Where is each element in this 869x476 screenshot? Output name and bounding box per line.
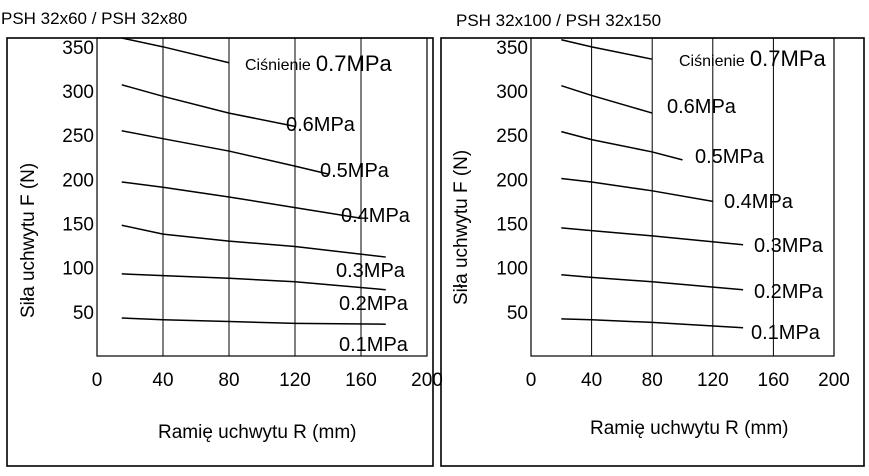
series-label: 0.2MPa: [754, 281, 824, 303]
x-tick-label: 160: [758, 370, 790, 391]
y-tick-label: 150: [496, 215, 528, 236]
x-tick-label: 40: [581, 370, 602, 391]
legend-title: Ciśnienie: [679, 53, 745, 70]
y-tick-label: 50: [73, 303, 94, 324]
series-label: 0.1MPa: [751, 322, 821, 344]
series-line-0-4mpa: [561, 177, 713, 203]
chart-psh-32x60-32x80: PSH 32x60 / PSH 32x80 Ciśnienie Ramię uc…: [1, 9, 443, 467]
x-tick-label: 120: [697, 370, 729, 391]
series-line-0-7mpa: [121, 37, 230, 64]
x-axis-label: Ramię uchwytu R (mm): [590, 418, 788, 439]
series-line-0-1mpa: [121, 317, 386, 325]
series-line-0-5mpa: [121, 130, 329, 175]
y-axis-label: Siła uchwytu F (N): [18, 163, 39, 318]
x-tick-label: 200: [818, 370, 850, 391]
series-label: 0.2MPa: [339, 293, 409, 315]
y-tick-label: 150: [62, 215, 94, 236]
series-line-0-4mpa: [121, 181, 362, 219]
y-tick-label: 250: [496, 126, 528, 147]
x-tick-label: 40: [152, 370, 173, 391]
y-tick-label: 350: [62, 38, 94, 59]
x-tick-label: 0: [526, 370, 537, 391]
y-tick-label: 200: [62, 170, 94, 191]
series-line-0-2mpa: [561, 273, 744, 291]
series-label: 0.5MPa: [695, 146, 765, 168]
x-tick-label: 200: [411, 370, 443, 391]
series-line-0-5mpa: [561, 130, 683, 161]
plot-area: [530, 37, 835, 357]
series-line-0-6mpa: [121, 84, 296, 128]
series-line-0-7mpa: [561, 39, 653, 60]
series-label: 0.5MPa: [320, 160, 390, 182]
x-tick-label: 80: [642, 370, 663, 391]
series-line-0-3mpa: [121, 224, 386, 258]
x-tick-label: 120: [279, 370, 311, 391]
series-label: 0.6MPa: [286, 114, 356, 136]
series-label: 0.7MPa: [750, 46, 827, 71]
series-line-0-2mpa: [121, 273, 386, 291]
x-tick-label: 80: [218, 370, 239, 391]
series-label: 0.6MPa: [667, 96, 737, 118]
x-tick-label: 160: [345, 370, 377, 391]
y-tick-label: 50: [507, 303, 528, 324]
chart-title: PSH 32x100 / PSH 32x150: [456, 11, 661, 30]
y-tick-label: 300: [496, 82, 528, 103]
series-label: 0.1MPa: [339, 334, 409, 356]
y-tick-label: 300: [62, 82, 94, 103]
y-tick-label: 200: [496, 170, 528, 191]
series-label: 0.3MPa: [336, 260, 406, 282]
series-line-0-6mpa: [561, 84, 653, 114]
plot-area: [96, 37, 428, 357]
legend-title: Ciśnienie: [245, 57, 311, 74]
series-label: 0.4MPa: [724, 191, 794, 213]
y-axis-label: Siła uchwytu F (N): [451, 150, 472, 305]
y-tick-label: 100: [62, 259, 94, 280]
series-line-0-1mpa: [561, 318, 744, 329]
series-label: 0.4MPa: [341, 205, 411, 227]
chart-title: PSH 32x60 / PSH 32x80: [1, 9, 187, 28]
series-label: 0.7MPa: [316, 51, 393, 76]
series-label: 0.3MPa: [754, 235, 824, 257]
x-tick-label: 0: [92, 370, 103, 391]
series-line-0-3mpa: [561, 227, 744, 246]
chart-psh-32x100-32x150: PSH 32x100 / PSH 32x150 Ciśnienie Ramię …: [440, 11, 865, 467]
x-axis-label: Ramię uchwytu R (mm): [158, 422, 356, 443]
y-tick-label: 250: [62, 126, 94, 147]
y-tick-label: 350: [496, 38, 528, 59]
y-tick-label: 100: [496, 259, 528, 280]
